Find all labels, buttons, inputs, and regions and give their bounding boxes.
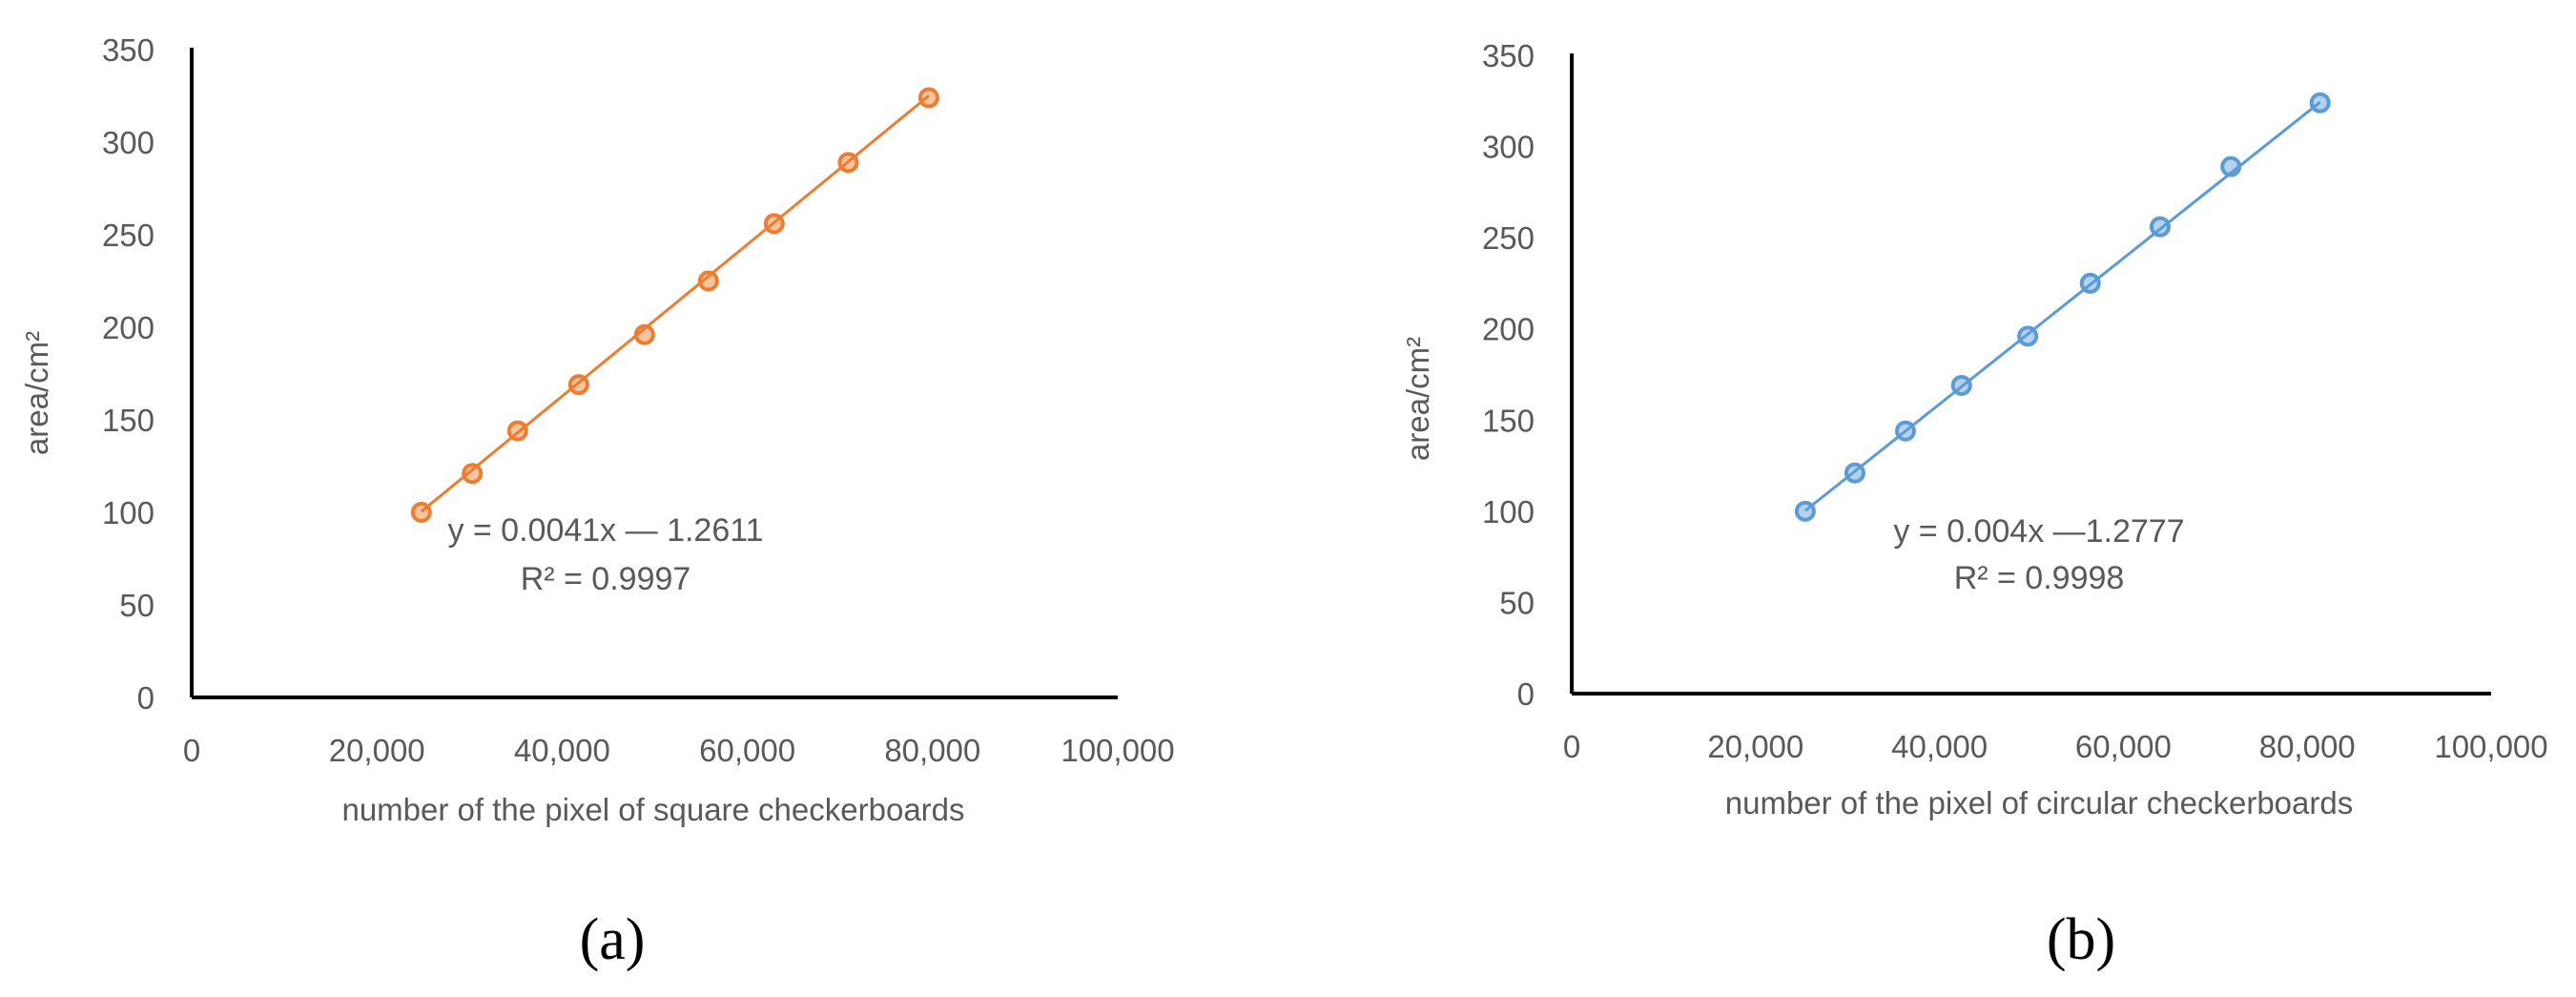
y-axis-title: area/cm² [1400, 337, 1435, 461]
trendline-equation: y = 0.004x —1.2777 [1893, 513, 2184, 550]
y-tick-label: 50 [1499, 585, 1535, 620]
x-tick-label: 0 [183, 733, 200, 768]
y-tick-label: 200 [102, 310, 155, 345]
y-tick-label: 100 [102, 495, 155, 530]
y-tick-label: 0 [1517, 676, 1535, 712]
x-tick-label: 80,000 [884, 733, 980, 768]
data-point [837, 152, 859, 174]
y-tick-label: 150 [1482, 403, 1535, 438]
y-tick-label: 300 [1482, 130, 1535, 165]
y-tick-label: 0 [137, 680, 155, 716]
y-tick-label: 100 [1482, 494, 1535, 530]
data-point [1950, 374, 1972, 396]
trendline-equation: y = 0.0041x — 1.2611 [447, 512, 763, 549]
panel-label: (b) [2047, 907, 2115, 972]
data-point [1844, 462, 1865, 484]
y-tick-label: 350 [1482, 38, 1535, 73]
x-axis-title: number of the pixel of square checkerboa… [341, 792, 964, 827]
data-point [2079, 272, 2101, 294]
y-tick-label: 300 [102, 125, 155, 160]
data-point [697, 270, 719, 292]
r-squared-label: R² = 0.9997 [521, 561, 691, 597]
x-tick-label: 100,000 [2434, 729, 2547, 764]
data-point [2017, 325, 2039, 347]
data-point [506, 420, 528, 442]
chart-panel-a: area/cm² number of the pixel of square c… [19, 32, 1175, 972]
trendline [1803, 100, 2321, 512]
x-tick-label: 100,000 [1061, 733, 1174, 768]
data-point [633, 323, 655, 345]
data-point [2309, 92, 2331, 114]
data-point [2220, 156, 2242, 177]
y-tick-label: 250 [1482, 220, 1535, 256]
x-tick-label: 60,000 [2075, 729, 2172, 764]
data-point [462, 463, 484, 485]
data-point [410, 502, 432, 523]
x-tick-label: 20,000 [329, 733, 425, 768]
data-point [1894, 420, 1916, 442]
y-tick-label: 50 [119, 588, 155, 623]
data-point [763, 213, 785, 235]
y-axis-title: area/cm² [19, 331, 54, 455]
chart-panel-b: area/cm² number of the pixel of circular… [1400, 38, 2548, 972]
trendline [420, 94, 930, 513]
x-tick-label: 20,000 [1707, 729, 1803, 764]
panel-label: (a) [580, 907, 646, 972]
x-tick-label: 40,000 [1891, 729, 1988, 764]
y-tick-label: 350 [102, 32, 155, 68]
y-tick-label: 200 [1482, 312, 1535, 347]
data-point [2149, 216, 2171, 238]
data-point [567, 374, 589, 396]
data-point [1794, 500, 1816, 522]
data-point [917, 87, 939, 109]
y-tick-label: 250 [102, 218, 155, 253]
r-squared-label: R² = 0.9998 [1954, 560, 2125, 596]
x-tick-label: 60,000 [699, 733, 795, 768]
x-axis-title: number of the pixel of circular checkerb… [1725, 785, 2354, 820]
x-tick-label: 40,000 [514, 733, 610, 768]
y-tick-label: 150 [102, 403, 155, 438]
x-tick-label: 80,000 [2259, 729, 2356, 764]
x-tick-label: 0 [1563, 729, 1580, 764]
